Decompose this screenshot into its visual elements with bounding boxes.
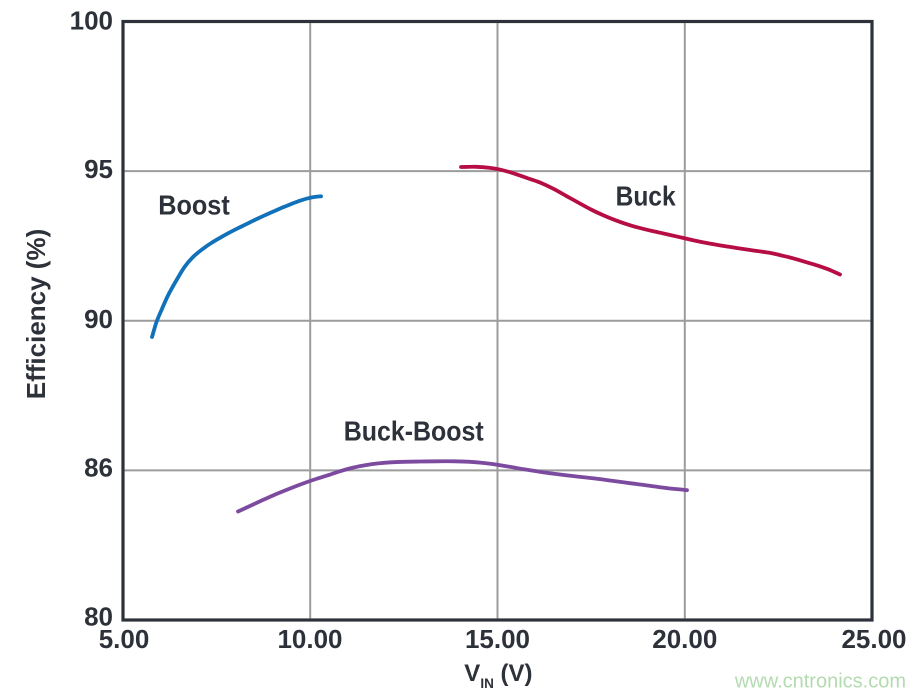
svg-text:10.00: 10.00 bbox=[277, 624, 342, 654]
svg-text:25.00: 25.00 bbox=[841, 624, 906, 654]
svg-text:VIN (V): VIN (V) bbox=[464, 660, 532, 691]
svg-text:5.00: 5.00 bbox=[99, 624, 150, 654]
svg-text:80: 80 bbox=[84, 602, 113, 632]
svg-text:Buck-Boost: Buck-Boost bbox=[344, 415, 484, 446]
svg-text:Buck: Buck bbox=[616, 181, 676, 212]
svg-text:www.cntronics.com: www.cntronics.com bbox=[734, 671, 906, 693]
svg-text:90: 90 bbox=[84, 304, 113, 334]
svg-text:20.00: 20.00 bbox=[652, 624, 717, 654]
svg-text:Boost: Boost bbox=[158, 190, 230, 221]
svg-text:86: 86 bbox=[84, 453, 113, 483]
svg-text:95: 95 bbox=[84, 154, 113, 184]
svg-text:100: 100 bbox=[70, 6, 113, 36]
svg-text:15.00: 15.00 bbox=[465, 624, 530, 654]
svg-text:Efficiency (%): Efficiency (%) bbox=[21, 229, 51, 400]
